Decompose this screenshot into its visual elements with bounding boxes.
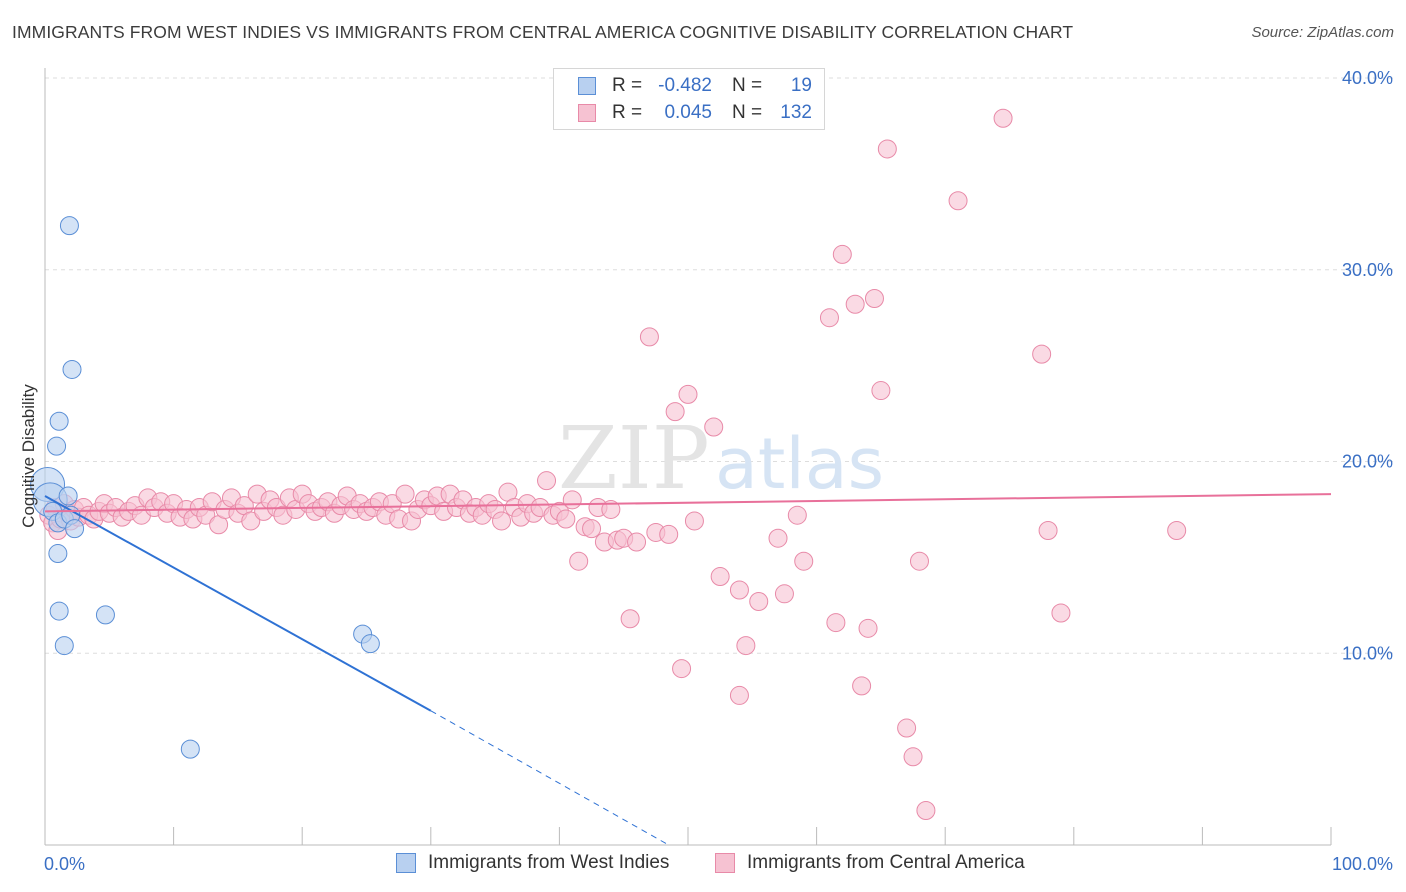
point-central-america	[749, 591, 769, 611]
point-central-america	[665, 402, 685, 422]
legend-n-value: 132	[780, 102, 812, 123]
point-central-america	[729, 685, 749, 705]
point-west-indies	[180, 739, 200, 759]
point-central-america	[672, 659, 692, 679]
point-central-america	[659, 524, 679, 544]
point-central-america	[678, 384, 698, 404]
y-axis-label: Cognitive Disability	[19, 384, 38, 528]
point-central-america	[492, 511, 512, 531]
legend-swatch-central-america	[715, 853, 735, 873]
point-central-america	[562, 490, 582, 510]
legend-n-label: N =	[732, 102, 763, 123]
legend-label-west-indies: Immigrants from West Indies	[428, 852, 670, 873]
point-central-america	[684, 511, 704, 531]
point-central-america	[582, 519, 602, 539]
point-central-america	[916, 800, 936, 820]
point-central-america	[241, 511, 261, 531]
legend-r-label: R =	[612, 75, 643, 96]
point-central-america	[627, 532, 647, 552]
trend-line-west-indies	[44, 495, 432, 712]
point-central-america	[852, 676, 872, 696]
point-central-america	[845, 294, 865, 314]
watermark: ZIP atlas	[558, 409, 884, 509]
point-central-america	[787, 505, 807, 525]
point-west-indies	[65, 519, 85, 539]
point-central-america	[704, 417, 724, 437]
legend-label-central-america: Immigrants from Central America	[747, 852, 1025, 873]
point-central-america	[832, 244, 852, 264]
legend-item-west-indies[interactable]: Immigrants from West Indies	[396, 852, 669, 874]
trend-line-central-america	[44, 493, 1332, 513]
point-central-america	[537, 471, 557, 491]
point-central-america	[897, 718, 917, 738]
x-tick-label-min: 0.0%	[44, 854, 85, 874]
point-west-indies	[58, 486, 78, 506]
grid-lines	[45, 77, 1393, 654]
series-legend: Immigrants from West Indies Immigrants f…	[0, 852, 1406, 878]
point-central-america	[864, 289, 884, 309]
y-tick-label: 30.0%	[1342, 260, 1393, 280]
point-central-america	[729, 580, 749, 600]
point-central-america	[620, 609, 640, 629]
point-west-indies	[54, 636, 74, 656]
point-west-indies	[47, 436, 67, 456]
x-axis-ticks	[173, 827, 1332, 845]
watermark-atlas: atlas	[715, 423, 884, 505]
point-central-america	[768, 528, 788, 548]
point-central-america	[948, 191, 968, 211]
point-central-america	[736, 636, 756, 656]
chart-title: IMMIGRANTS FROM WEST INDIES VS IMMIGRANT…	[12, 22, 1074, 42]
legend-swatch-pink	[578, 104, 596, 122]
legend-swatch-west-indies	[396, 853, 416, 873]
trend-line-west-indies-extension	[430, 710, 669, 846]
point-central-america	[1051, 603, 1071, 623]
point-west-indies	[95, 605, 115, 625]
point-central-america	[569, 551, 589, 571]
legend-item-central-america[interactable]: Immigrants from Central America	[715, 852, 1025, 874]
legend-row-central-america: R = 0.045 N = 132	[578, 101, 812, 125]
legend-r-label: R =	[612, 102, 643, 123]
legend-swatch-blue	[578, 77, 596, 95]
point-west-indies	[48, 544, 68, 564]
series-west-indies	[30, 216, 380, 759]
point-central-america	[794, 551, 814, 571]
point-central-america	[877, 139, 897, 159]
point-central-america	[993, 108, 1013, 128]
point-central-america	[1032, 344, 1052, 364]
point-central-america	[819, 308, 839, 328]
point-central-america	[710, 567, 730, 587]
legend-n-label: N =	[732, 75, 763, 96]
y-tick-label: 40.0%	[1342, 68, 1393, 88]
watermark-zip: ZIP	[558, 409, 710, 509]
point-west-indies	[360, 634, 380, 654]
point-central-america	[395, 484, 415, 504]
point-west-indies	[49, 411, 69, 431]
source-label: Source: ZipAtlas.com	[1251, 24, 1394, 41]
point-central-america	[601, 499, 621, 519]
correlation-legend: R = -0.482 N = 19 R = 0.045 N = 132	[553, 68, 825, 130]
x-tick-label-max: 100.0%	[1332, 854, 1393, 874]
point-central-america	[1167, 521, 1187, 541]
y-tick-label: 10.0%	[1342, 643, 1393, 663]
y-tick-labels: 10.0% 20.0% 30.0% 40.0%	[1342, 68, 1393, 663]
legend-r-value: -0.482	[658, 75, 712, 96]
point-west-indies	[49, 601, 69, 621]
point-central-america	[858, 618, 878, 638]
point-central-america	[871, 381, 891, 401]
point-central-america	[556, 509, 576, 529]
point-central-america	[774, 584, 794, 604]
point-central-america	[639, 327, 659, 347]
trend-lines	[44, 493, 1332, 846]
point-central-america	[826, 613, 846, 633]
point-west-indies	[59, 216, 79, 236]
point-central-america	[1038, 521, 1058, 541]
legend-r-value: 0.045	[664, 102, 712, 123]
y-tick-label: 20.0%	[1342, 452, 1393, 472]
point-central-america	[909, 551, 929, 571]
point-central-america	[903, 747, 923, 767]
point-west-indies	[62, 359, 82, 379]
legend-n-value: 19	[790, 75, 812, 96]
legend-row-west-indies: R = -0.482 N = 19	[578, 74, 812, 98]
